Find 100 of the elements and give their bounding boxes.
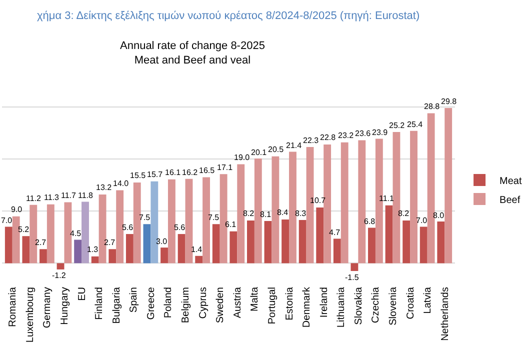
x-tick-label: Greece: [146, 286, 157, 320]
data-label: 5.6: [174, 223, 186, 232]
bar: [74, 240, 82, 264]
x-tick-label: Slovenia: [388, 286, 400, 326]
data-label: 4.7: [329, 228, 341, 237]
bar: [410, 130, 418, 264]
data-label: 5.2: [18, 225, 30, 234]
bar: [82, 202, 89, 264]
bar: [202, 177, 210, 264]
data-label: 23.2: [338, 131, 354, 140]
bar: [289, 152, 296, 264]
data-label: 22.8: [320, 133, 336, 142]
bar: [185, 178, 193, 264]
bar: [56, 263, 64, 270]
x-tick-label: Malta: [250, 286, 261, 312]
data-label: 20.1: [251, 148, 268, 157]
data-label: 11.8: [78, 191, 94, 200]
bar: [316, 207, 324, 264]
data-label: 19.0: [234, 153, 250, 162]
data-label: 2.7: [104, 238, 116, 247]
data-label: 3.0: [156, 237, 168, 246]
x-tick-label: Netherlands: [440, 287, 451, 341]
bar: [237, 164, 245, 264]
data-label: 6.8: [364, 217, 376, 226]
bar: [358, 140, 366, 264]
data-label: 16.5: [199, 166, 216, 175]
bar: [133, 182, 141, 264]
data-label: 8.0: [433, 211, 445, 220]
data-label: 7.0: [1, 216, 13, 225]
data-label: 4.5: [70, 229, 82, 238]
bar: [385, 205, 393, 264]
data-label: -1.2: [52, 271, 66, 280]
x-tick-label: Belgium: [180, 287, 192, 324]
x-tick-label: Hungary: [59, 287, 70, 325]
data-label: 25.2: [389, 121, 406, 130]
data-label: 14.0: [113, 179, 130, 188]
x-tick-label: Germany: [42, 287, 54, 328]
bar: [116, 190, 124, 264]
data-label: 17.1: [217, 163, 234, 172]
x-tick-label: EU: [76, 287, 88, 301]
bar: [437, 222, 445, 264]
x-tick-label: Latvia: [422, 286, 434, 314]
data-label: 1.3: [87, 245, 99, 254]
legend-label: Beef: [500, 194, 520, 206]
x-tick-label: Luxembourg: [24, 287, 36, 343]
x-tick-label: Czechia: [370, 286, 382, 324]
x-tick-label: Finland: [94, 287, 106, 320]
data-label: 7.5: [139, 213, 151, 222]
bar: [247, 220, 254, 264]
data-label: 8.4: [277, 208, 289, 217]
bar: [427, 113, 435, 264]
bar: [4, 226, 12, 264]
legend-label: Meat: [500, 176, 522, 187]
data-label: 11.1: [379, 194, 395, 203]
data-label: 5.6: [122, 223, 134, 232]
bar: [12, 216, 20, 264]
bar: [444, 108, 452, 264]
data-label: 1.4: [191, 245, 203, 254]
data-label: 11.3: [44, 193, 60, 202]
data-label: 8.3: [295, 209, 307, 218]
bar: [254, 158, 262, 264]
bar: [168, 179, 176, 264]
data-label: 25.4: [407, 120, 424, 129]
bar: [333, 238, 341, 264]
x-tick-label: Lithuania: [336, 286, 348, 328]
data-label: 7.0: [416, 216, 428, 225]
x-tick-label: Poland: [163, 287, 174, 318]
data-label: 11.7: [61, 191, 77, 200]
bar: [340, 142, 348, 264]
bar: [178, 234, 186, 264]
bar: [230, 231, 238, 264]
bar: [22, 236, 30, 264]
data-label: 8.2: [398, 209, 410, 218]
bar: [46, 204, 54, 264]
x-tick-label: Estonia: [284, 286, 296, 320]
data-label: 23.6: [355, 129, 372, 138]
data-label: 2.7: [35, 238, 47, 247]
bar: [282, 219, 290, 264]
x-tick-label: Spain: [128, 287, 140, 313]
bar: [143, 224, 151, 264]
bar: [212, 224, 220, 264]
x-tick-label: Slovakia: [353, 286, 364, 325]
bar: [91, 256, 99, 264]
x-tick-label: Cyprus: [198, 287, 209, 319]
bar: [126, 234, 134, 264]
data-label: 20.5: [268, 145, 284, 154]
data-label: 8.1: [260, 210, 272, 219]
bar: [402, 220, 410, 264]
data-label: 7.5: [208, 213, 220, 222]
data-label: 16.2: [182, 168, 198, 177]
data-label: 28.8: [424, 102, 440, 111]
bar: [40, 249, 47, 264]
data-label: 10.7: [310, 196, 326, 205]
bar: [368, 228, 376, 264]
data-label: 8.2: [243, 209, 255, 218]
data-label: 6.1: [225, 220, 237, 229]
data-label: 9.0: [11, 205, 23, 214]
x-tick-label: Bulgaria: [111, 286, 122, 324]
data-label: 21.4: [286, 141, 302, 150]
data-label: 23.9: [372, 128, 388, 137]
